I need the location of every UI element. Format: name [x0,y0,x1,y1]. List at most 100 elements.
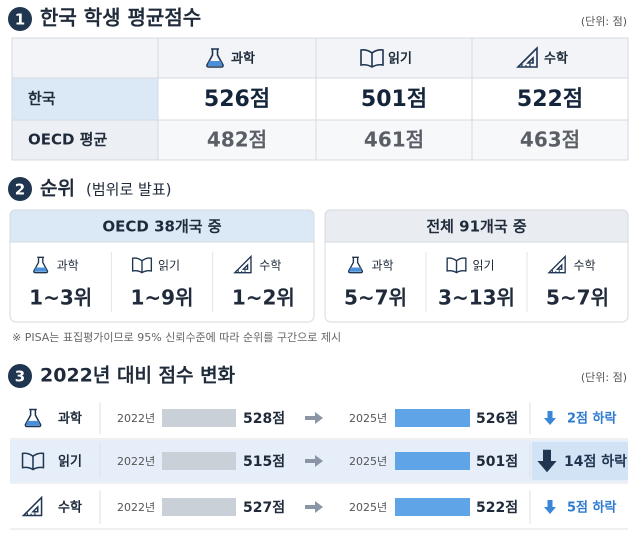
section-number: 2 [15,181,25,199]
down-arrow [537,449,557,473]
score-bar-2025 [395,409,470,427]
score-cell: 482점 [207,128,267,152]
row-label: OECD 평균 [28,131,107,149]
section-title: 한국 학생 평균점수 [40,6,201,30]
ruler-icon [516,46,538,68]
footnote: ※ PISA는 표집평가이므로 95% 신뢰수준에 따라 순위를 구간으로 제시 [12,331,341,344]
column-header: 과학 [231,51,255,67]
year-label: 2025년 [349,412,387,425]
score-bar-2022 [162,409,236,427]
flask-liquid [207,61,223,66]
arrow [305,501,323,513]
section-badge [8,177,32,201]
book-icon [360,49,384,68]
row-label: 한국 [28,90,56,108]
arrow [305,455,323,467]
score-2022: 528점 [243,410,285,427]
rank-range: 5~7위 [546,286,609,310]
table-border [11,37,629,161]
subject-icon [33,256,49,274]
unit-label: (단위: 점) [581,371,627,384]
score-2022: 527점 [243,499,285,516]
section-number: 3 [15,368,25,386]
section-badge [8,364,32,388]
rank-range: 1~2위 [232,286,295,310]
column-header: 수학 [544,51,568,67]
year-label: 2025년 [349,455,387,468]
arrow [305,412,323,424]
table-header-bg [12,38,628,78]
panel-title: 전체 91개국 중 [426,218,527,236]
row-label-bg [12,78,158,120]
score-bar-2025 [395,498,470,516]
score-cell: 501점 [361,87,427,112]
panel-header [324,209,629,243]
rank-range: 3~13위 [438,286,515,310]
ruler-ticks [551,270,560,273]
ruler-icon [233,254,252,274]
rank-range: 1~3위 [29,286,92,310]
score-cell: 522점 [517,87,583,112]
subject-label: 과학 [57,259,79,273]
ruler-icon [21,495,43,517]
section-number: 1 [15,11,25,29]
panel-title: OECD 38개국 중 [102,218,221,236]
flask-icon [347,256,364,274]
section-title: 순위 [40,178,75,200]
year-label: 2022년 [117,412,155,425]
subject-label: 과학 [371,259,393,273]
ruler-ticks [237,270,246,273]
score-change: 14점 하락 [564,453,627,470]
rank-range: 5~7위 [344,286,407,310]
score-2025: 526점 [476,410,518,427]
subject-icon [347,256,364,274]
subject-label: 과학 [58,411,82,427]
subject-icon [131,257,153,274]
flask-icon [206,48,224,68]
subject-icon [21,452,45,471]
flask-icon [24,408,42,428]
score-cell: 461점 [364,128,424,152]
book-icon [131,257,153,274]
subject-icon [547,254,566,274]
score-2025: 522점 [476,499,518,516]
down-arrow [544,411,556,425]
flask-icon [33,256,49,274]
year-label: 2025년 [349,501,387,514]
row-bg [158,120,628,160]
subject-icon [446,257,467,274]
score-cell: 463점 [520,128,580,152]
flask-liquid [349,267,362,272]
book-icon [446,257,467,274]
flask-liquid [34,267,47,272]
ruler-ticks [26,512,36,516]
subject-label: 읽기 [472,259,494,273]
score-bar-2022 [162,498,236,516]
score-bar-2025 [395,452,470,470]
score-2022: 515점 [243,453,285,470]
subject-label: 읽기 [58,455,82,470]
section-title: 2022년 대비 점수 변화 [40,365,236,387]
subject-label: 수학 [58,500,82,516]
subject-icon [21,495,43,517]
rank-range: 1~9위 [131,286,194,310]
column-header: 읽기 [388,52,412,67]
score-cell: 526점 [204,87,270,112]
flask-liquid [26,420,40,426]
score-change: 2점 하락 [567,411,616,427]
down-arrow [544,500,556,514]
panel-header [9,209,315,243]
book-icon [21,452,45,471]
subject-label: 수학 [573,259,595,273]
subject-icon [233,254,252,274]
year-label: 2022년 [117,501,155,514]
subject-label: 읽기 [158,259,180,273]
score-2025: 501점 [476,453,518,470]
subject-icon [516,46,538,68]
subject-icon [360,49,384,68]
year-label: 2022년 [117,455,155,468]
subject-icon [206,48,224,68]
unit-label: (단위: 점) [581,15,627,28]
ruler-ticks [521,64,531,67]
